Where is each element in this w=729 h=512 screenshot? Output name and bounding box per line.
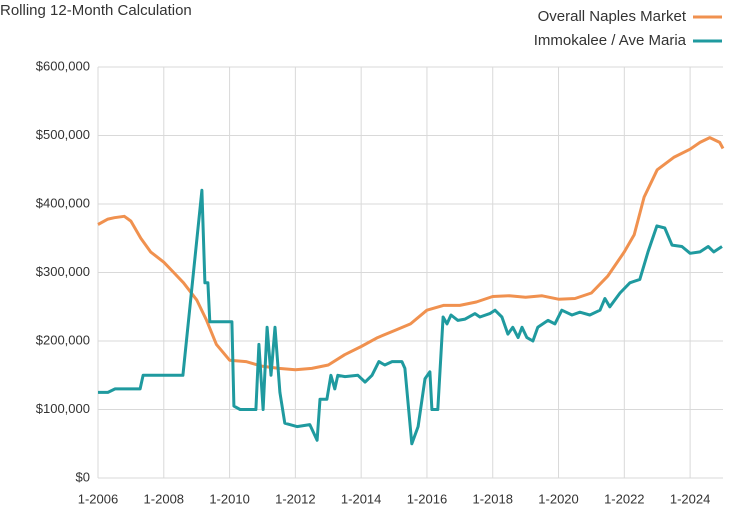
x-tick-label: 1-2014 [341, 491, 381, 506]
line-series [98, 188, 723, 446]
x-tick-label: 1-2008 [144, 491, 184, 506]
y-tick-label: $0 [76, 469, 90, 484]
y-tick-label: $300,000 [36, 264, 90, 279]
y-tick-label: $100,000 [36, 401, 90, 416]
x-tick-label: 1-2016 [407, 491, 447, 506]
x-tick-label: 1-2006 [78, 491, 118, 506]
x-tick-label: 1-2018 [472, 491, 512, 506]
y-tick-label: $600,000 [36, 58, 90, 73]
legend-label: Immokalee / Ave Maria [534, 32, 687, 49]
y-tick-label: $400,000 [36, 195, 90, 210]
x-tick-label: 1-2022 [604, 491, 644, 506]
x-tick-label: 1-2024 [670, 491, 710, 506]
legend-label: Overall Naples Market [538, 8, 687, 25]
x-tick-label: 1-2020 [538, 491, 578, 506]
y-tick-label: $200,000 [36, 332, 90, 347]
line-series [97, 136, 725, 372]
y-tick-label: $500,000 [36, 127, 90, 142]
chart-title: Rolling 12-Month Calculation [0, 2, 192, 19]
x-tick-label: 1-2012 [275, 491, 315, 506]
x-tick-label: 1-2010 [209, 491, 249, 506]
